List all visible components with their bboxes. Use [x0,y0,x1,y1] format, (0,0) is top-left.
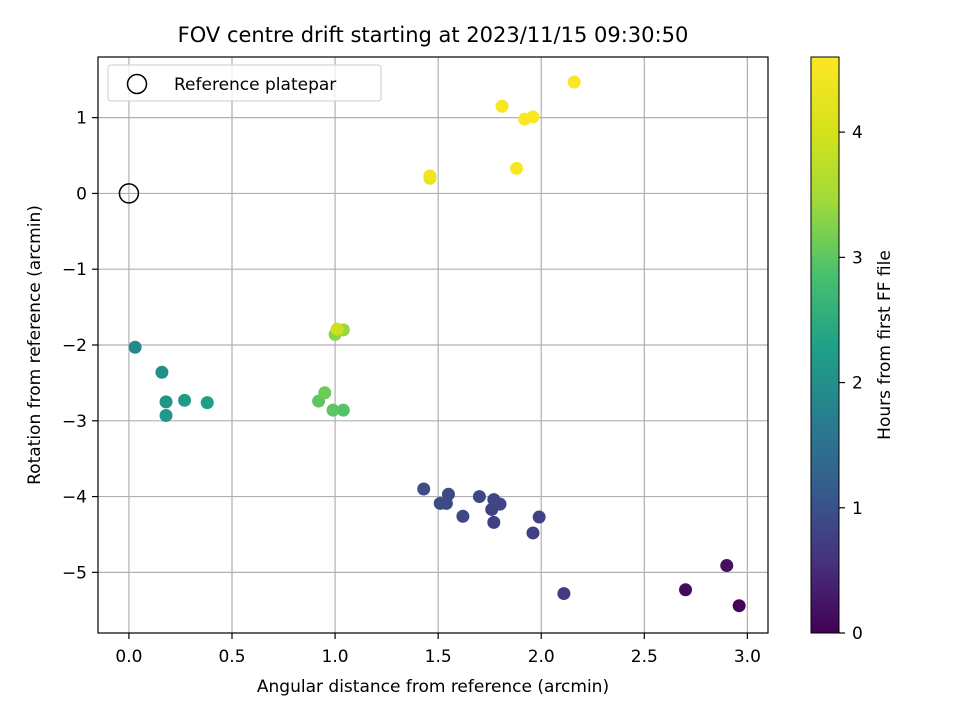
scatter-point [509,161,523,175]
legend-entry-reference-platepar: Reference platepar [174,75,336,95]
scatter-point [178,393,192,407]
grid-lines [98,57,768,633]
scatter-point [472,490,486,504]
colorbar-ticks: 0 1 2 3 4 [839,123,863,644]
scatter-point [128,340,142,354]
scatter-point [336,403,350,417]
y-tick-label: 0 [76,184,87,204]
reference-point [118,183,140,204]
scatter-point [526,526,540,540]
scatter-point [720,559,734,573]
y-tick-label: −3 [62,412,87,432]
legend-box [107,64,382,102]
scatter-point [433,496,447,510]
legend-marker-open-circle [126,73,148,95]
scatter-point [732,599,746,613]
scatter-point [532,510,546,524]
scatter-point [495,99,509,113]
data-points [128,75,746,613]
y-tick-label: −1 [62,260,87,280]
scatter-point [487,493,501,507]
x-tick-label: 2.5 [631,647,658,667]
x-tick-label: 2.0 [528,647,555,667]
scatter-point [330,322,344,336]
x-axis-ticks: 0.0 0.5 1.0 1.5 2.0 2.5 3.0 [115,633,761,667]
y-tick-label: −2 [62,336,87,356]
x-tick-label: 1.5 [425,647,452,667]
x-axis-label: Angular distance from reference (arcmin) [257,677,609,697]
scatter-point [326,403,340,417]
colorbar-label: Hours from first FF file [875,250,895,440]
scatter-point [417,482,431,496]
scatter-point [456,509,470,523]
colorbar-tick-label: 4 [852,123,863,143]
reference-platepar-marker [118,183,140,204]
scatter-point [159,408,173,422]
scatter-point [200,396,214,410]
scatter-point [159,395,173,409]
scatter-point [318,386,332,400]
scatter-point [567,75,581,89]
colorbar-tick-label: 0 [852,624,863,644]
x-tick-label: 1.0 [322,647,349,667]
colorbar: 0 1 2 3 4 Hours from first FF file [810,56,895,644]
x-tick-label: 0.0 [115,647,142,667]
scatter-point [155,365,169,379]
colorbar-tick-label: 1 [852,499,863,519]
chart-title: FOV centre drift starting at 2023/11/15 … [178,23,689,47]
x-tick-label: 0.5 [218,647,245,667]
scatter-point [557,587,571,601]
scatter-point [423,169,437,183]
y-tick-label: 1 [76,109,87,129]
y-axis-ticks: −5 −4 −3 −2 −1 0 1 [62,109,98,583]
colorbar-tick-label: 3 [852,248,863,268]
y-tick-label: −5 [62,563,87,583]
scatter-point [487,515,501,529]
y-tick-label: −4 [62,488,87,508]
colorbar-gradient [810,56,840,634]
scatter-point [526,110,540,124]
x-tick-label: 3.0 [734,647,761,667]
y-axis-label: Rotation from reference (arcmin) [25,205,45,485]
legend: Reference platepar [107,64,382,102]
scatter-point [679,583,693,597]
colorbar-tick-label: 2 [852,374,863,394]
